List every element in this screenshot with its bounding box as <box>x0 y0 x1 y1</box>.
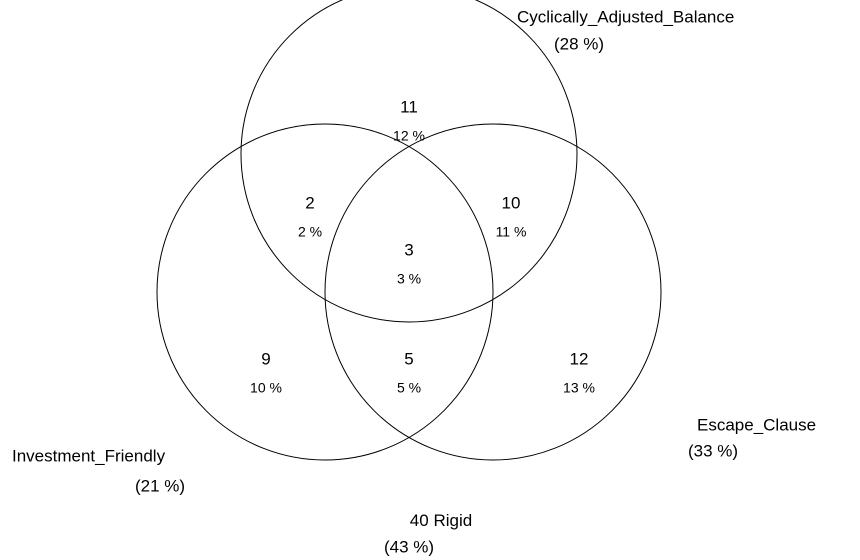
set-label: Cyclically_Adjusted_Balance <box>517 7 734 26</box>
set-circle <box>156 123 494 461</box>
region-count: 5 <box>404 349 413 368</box>
region-count: 3 <box>404 240 413 259</box>
region-count: 10 <box>502 193 521 212</box>
region-count: 12 <box>570 349 589 368</box>
set-percent: (28 %) <box>554 34 604 53</box>
region-percent: 12 % <box>393 128 425 144</box>
outside-name: Rigid <box>433 511 472 530</box>
region-percent: 13 % <box>563 380 595 396</box>
region-percent: 11 % <box>496 224 527 240</box>
region-percent: 2 % <box>298 224 322 240</box>
outside-percent: (43 %) <box>384 537 434 556</box>
region-count: 11 <box>400 97 418 116</box>
outside-label: 40 Rigid <box>410 511 472 530</box>
set-label: Investment_Friendly <box>12 446 166 465</box>
set-circle <box>324 123 662 461</box>
set-label: Escape_Clause <box>697 415 816 434</box>
set-circle <box>240 0 578 323</box>
region-percent: 10 % <box>250 380 282 396</box>
outside-count: 40 <box>410 511 429 530</box>
set-percent: (33 %) <box>688 441 738 460</box>
region-count: 9 <box>261 349 270 368</box>
regions: 11 12 % 2 2 % 10 11 % 3 3 % 9 10 % 5 5 % 12 13 % <box>250 97 595 395</box>
set-percent: (21 %) <box>135 476 185 495</box>
region-percent: 5 % <box>397 380 421 396</box>
region-count: 2 <box>305 193 314 212</box>
region-percent: 3 % <box>397 271 421 287</box>
